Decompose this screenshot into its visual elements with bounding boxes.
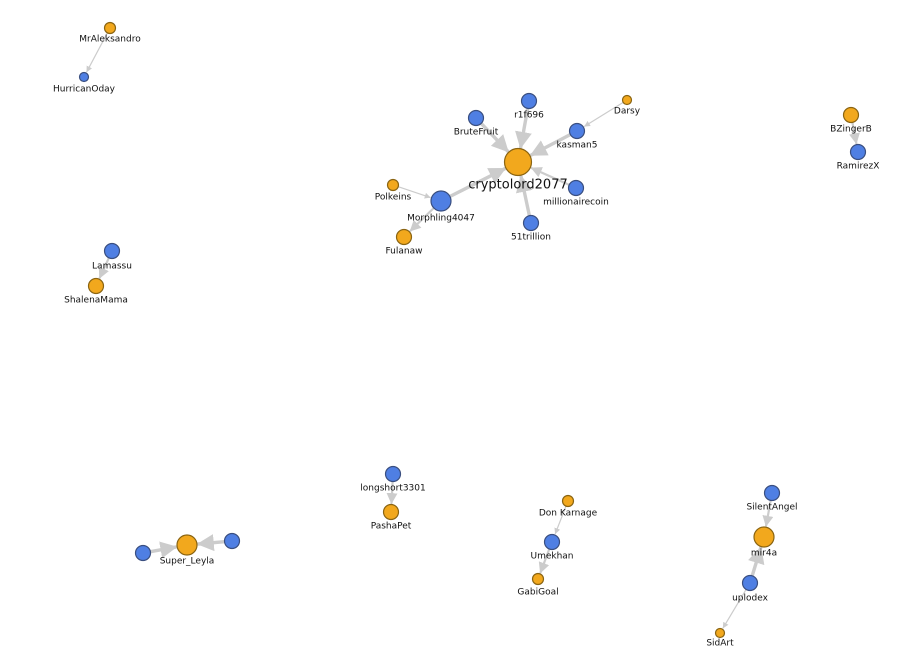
edge-uplodex-to-mir4a — [748, 546, 765, 578]
node-lamassu[interactable] — [103, 242, 121, 260]
edge-millionairecoin-to-cryptolord2077 — [530, 167, 571, 186]
node-sidart[interactable] — [714, 627, 726, 639]
node-brutefruit[interactable] — [467, 109, 485, 127]
node-label-super-leyla: Super_Leyla — [160, 557, 215, 567]
node-super-leyla[interactable] — [176, 534, 198, 556]
node-mraleksandro[interactable] — [103, 21, 117, 35]
node-label-millionairecoin: millionairecoin — [543, 198, 609, 208]
node-label-mraleksandro: MrAleksandro — [79, 35, 141, 45]
edge-longshort3301-to-pashapet — [386, 480, 398, 505]
node-ramirezx[interactable] — [849, 143, 867, 161]
node-don-karnage[interactable] — [561, 494, 575, 508]
node-label-morphling4047: Morphling4047 — [407, 214, 475, 224]
edge-silentangel-to-mir4a — [762, 499, 774, 527]
node-label-polkeins: Polkeins — [375, 193, 412, 203]
node-r1f696[interactable] — [520, 92, 538, 110]
edge-don-karnage-to-umekhan — [554, 505, 567, 535]
node-label-brutefruit: BruteFruit — [454, 128, 499, 138]
node-leyla-right[interactable] — [223, 532, 241, 550]
edge-darsy-to-kasman5 — [583, 101, 624, 127]
edge-mraleksandro-to-hurricanoday — [86, 32, 109, 73]
node-shalenamama[interactable] — [87, 277, 105, 295]
node-gabigoal[interactable] — [531, 572, 545, 586]
node-label-bzingerb: BZingerB — [830, 125, 872, 135]
node-label-silentangel: SilentAngel — [746, 503, 797, 513]
edge-leyla-left-to-super-leyla — [148, 541, 178, 559]
node-longshort3301[interactable] — [384, 465, 402, 483]
node-label-longshort3301: longshort3301 — [360, 484, 425, 494]
node-pashapet[interactable] — [382, 503, 400, 521]
edge-leyla-right-to-super-leyla — [196, 534, 227, 552]
edge-uplodex-to-sidart — [722, 588, 747, 629]
node-polkeins[interactable] — [386, 178, 400, 192]
node-morphling4047[interactable] — [430, 190, 452, 212]
node-label-lamassu: Lamassu — [92, 262, 132, 272]
nodes-layer — [78, 21, 867, 639]
node-mir4a[interactable] — [753, 526, 775, 548]
node-label-kasman5: kasman5 — [557, 141, 598, 151]
node-millionairecoin[interactable] — [567, 179, 585, 197]
node-label-gabigoal: GabiGoal — [517, 588, 558, 598]
node-kasman5[interactable] — [568, 122, 586, 140]
node-51trillion[interactable] — [522, 214, 540, 232]
node-label-cryptolord2077: cryptolord2077 — [468, 178, 568, 193]
node-cryptolord2077[interactable] — [503, 147, 533, 177]
node-label-sidart: SidArt — [706, 639, 734, 649]
node-umekhan[interactable] — [543, 533, 561, 551]
edge-kasman5-to-cryptolord2077 — [529, 132, 573, 157]
edge-51trillion-to-cryptolord2077 — [515, 174, 533, 218]
edge-r1f696-to-cryptolord2077 — [515, 106, 532, 149]
node-label-don-karnage: Don Karnage — [539, 509, 598, 519]
node-leyla-left[interactable] — [134, 544, 152, 562]
edge-polkeins-to-morphling4047 — [397, 186, 431, 199]
node-label-uplodex: uplodex — [732, 594, 769, 604]
node-label-shalenamama: ShalenaMama — [64, 296, 128, 306]
node-uplodex[interactable] — [741, 574, 759, 592]
labels-layer: cryptolord2077 Morphling4047 r1f696 BruteFr… — [53, 35, 879, 649]
edge-lamassu-to-shalenamama — [98, 256, 111, 279]
node-label-ramirezx: RamirezX — [837, 162, 880, 172]
node-label-fulanaw: Fulanaw — [386, 247, 423, 257]
edge-bzingerb-to-ramirezx — [849, 121, 860, 145]
node-silentangel[interactable] — [763, 484, 781, 502]
node-darsy[interactable] — [621, 94, 633, 106]
node-label-hurricanoday: HurricanOday — [53, 85, 116, 95]
node-label-r1f696: r1f696 — [514, 111, 544, 121]
node-label-pashapet: PashaPet — [371, 522, 412, 532]
edge-brutefruit-to-cryptolord2077 — [479, 121, 510, 153]
edges-layer — [86, 32, 860, 629]
node-label-mir4a: mir4a — [751, 549, 777, 559]
edge-morphling4047-to-fulanaw — [409, 206, 435, 232]
node-label-umekhan: Umekhan — [530, 552, 573, 562]
node-fulanaw[interactable] — [395, 228, 413, 246]
edge-morphling4047-to-cryptolord2077 — [448, 167, 507, 199]
node-label-darsy: Darsy — [614, 107, 641, 117]
node-hurricanoday[interactable] — [78, 71, 90, 83]
node-bzingerb[interactable] — [842, 106, 860, 124]
node-label-51trillion: 51trillion — [511, 233, 551, 243]
edge-umekhan-to-gabigoal — [538, 547, 551, 574]
